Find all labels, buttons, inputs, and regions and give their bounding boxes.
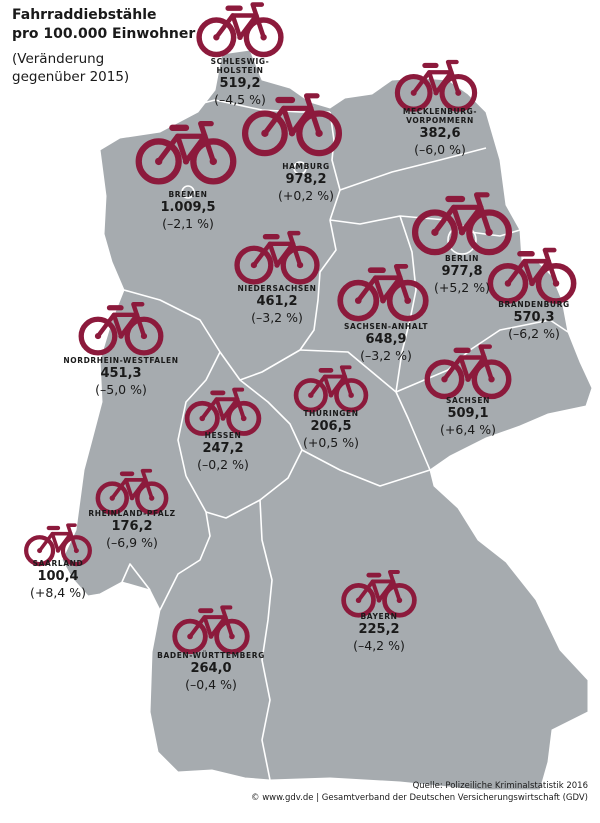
bicycle-icon [341, 570, 417, 618]
state-change: (–2,1 %) [162, 216, 214, 231]
state-name: BERLIN [444, 254, 480, 263]
state-label-sachsen-anhalt: SACHSEN-ANHALT 648,9 (–3,2 %) [311, 322, 461, 364]
state-change: (–6,0 %) [414, 142, 466, 157]
state-change: (+8,4 %) [30, 585, 86, 600]
state-label-saarland: SAARLAND 100,4 (+8,4 %) [0, 559, 133, 601]
source-line-2: © www.gdv.de | Gesamtverband der Deutsch… [251, 793, 588, 803]
state-name-line-2: VORPOMMERN [406, 116, 474, 125]
state-change: (–4,5 %) [214, 92, 266, 107]
state-name: BREMEN [168, 190, 208, 199]
bicycle-icon [135, 120, 237, 185]
state-label-sachsen: SACHSEN 509,1 (+6,4 %) [393, 396, 543, 438]
state-value: 1.009,5 [160, 200, 216, 215]
bicycle-icon [337, 263, 429, 322]
state-label-brandenburg: BRANDENBURG 570,3 (–6,2 %) [459, 300, 600, 342]
state-name: SCHLESWIG- [210, 57, 270, 66]
state-change: (+6,4 %) [440, 422, 496, 437]
state-name: SACHSEN-ANHALT [343, 322, 429, 331]
state-label-nordrhein-westfalen: NORDRHEIN-WESTFALEN 451,3 (–5,0 %) [46, 356, 196, 398]
state-change: (–4,2 %) [353, 638, 405, 653]
state-label-baden-wuerttemberg: BADEN-WÜRTTEMBERG 264,0 (–0,4 %) [136, 651, 286, 693]
bicycle-icon [411, 192, 513, 256]
state-change: (–3,2 %) [360, 348, 412, 363]
state-value: 509,1 [447, 406, 489, 421]
bicycle-icon [24, 523, 92, 567]
state-change: (–6,2 %) [508, 326, 560, 341]
state-change: (–0,4 %) [185, 677, 237, 692]
state-label-schleswig-holstein: SCHLESWIG- HOLSTEIN 519,2 (–4,5 %) [165, 57, 315, 108]
bicycle-icon [424, 344, 512, 400]
source-line-1: Quelle: Polizeiliche Kriminalstatistik 2… [412, 781, 588, 791]
state-value: 451,3 [100, 366, 142, 381]
subtitle-line-2: gegenüber 2015) [12, 69, 130, 85]
state-value: 206,5 [310, 419, 352, 434]
state-value: 461,2 [256, 294, 298, 309]
bicycle-icon [293, 365, 369, 413]
state-name: BAYERN [360, 612, 398, 621]
bicycle-icon [487, 247, 577, 304]
bicycle-icon [172, 605, 250, 655]
state-label-mecklenburg-vorpommern: MECKLENBURG- VORPOMMERN 382,6 (–6,0 %) [365, 107, 515, 158]
bicycle-icon [196, 2, 284, 58]
state-label-niedersachsen: NIEDERSACHSEN 461,2 (–3,2 %) [202, 284, 352, 326]
state-name: MECKLENBURG- [402, 107, 478, 116]
state-value: 382,6 [419, 126, 461, 141]
state-value: 225,2 [358, 622, 400, 637]
state-label-hessen: HESSEN 247,2 (–0,2 %) [148, 431, 298, 473]
state-value: 264,0 [190, 661, 232, 676]
state-name: NIEDERSACHSEN [237, 284, 317, 293]
state-label-bremen: BREMEN 1.009,5 (–2,1 %) [113, 190, 263, 232]
state-name: SAARLAND [32, 559, 84, 568]
state-change: (+0,5 %) [303, 435, 359, 450]
subtitle-line-1: (Veränderung [12, 51, 105, 67]
bicycle-icon [241, 93, 343, 157]
state-name: HESSEN [204, 431, 242, 440]
state-change: (+5,2 %) [434, 280, 490, 295]
state-change: (+0,2 %) [278, 188, 334, 203]
state-change: (–5,0 %) [95, 382, 147, 397]
state-value: 570,3 [513, 310, 555, 325]
bicycle-icon [184, 387, 262, 436]
chart-title: Fahrraddiebstähle pro 100.000 Einwohner [12, 6, 195, 44]
bicycle-icon [95, 468, 169, 515]
title-line-1: Fahrraddiebstähle [12, 7, 157, 23]
state-name: RHEINLAND-PFALZ [88, 509, 176, 518]
state-change: (–3,2 %) [251, 310, 303, 325]
state-label-bayern: BAYERN 225,2 (–4,2 %) [304, 612, 454, 654]
bicycle-icon [234, 230, 320, 285]
state-value: 519,2 [219, 76, 261, 91]
state-value: 100,4 [37, 569, 79, 584]
state-value: 247,2 [202, 441, 244, 456]
germany-outline [61, 49, 593, 791]
state-change: (–6,9 %) [106, 535, 158, 550]
state-value: 978,2 [285, 172, 327, 187]
state-change: (–0,2 %) [197, 457, 249, 472]
bicycle-icon [78, 302, 164, 356]
state-name: BADEN-WÜRTTEMBERG [157, 651, 265, 660]
state-label-rheinland-pfalz: RHEINLAND-PFALZ 176,2 (–6,9 %) [57, 509, 207, 551]
state-value: 648,9 [365, 332, 407, 347]
state-label-berlin: BERLIN 977,8 (+5,2 %) [387, 254, 537, 296]
subtitle: (Veränderung gegenüber 2015) [12, 50, 129, 86]
state-name: SACHSEN [446, 396, 490, 405]
state-label-thueringen: THÜRINGEN 206,5 (+0,5 %) [256, 409, 406, 451]
state-name-line-2: HOLSTEIN [216, 66, 264, 75]
state-label-hamburg: HAMBURG 978,2 (+0,2 %) [231, 162, 381, 204]
state-name: NORDRHEIN-WESTFALEN [63, 356, 179, 365]
title-line-2: pro 100.000 Einwohner [12, 26, 196, 42]
state-name: BRANDENBURG [498, 300, 570, 309]
state-name: THÜRINGEN [303, 409, 359, 418]
state-value: 176,2 [111, 519, 153, 534]
state-name: HAMBURG [282, 162, 330, 171]
state-value: 977,8 [441, 264, 483, 279]
bicycle-icon [394, 59, 478, 112]
